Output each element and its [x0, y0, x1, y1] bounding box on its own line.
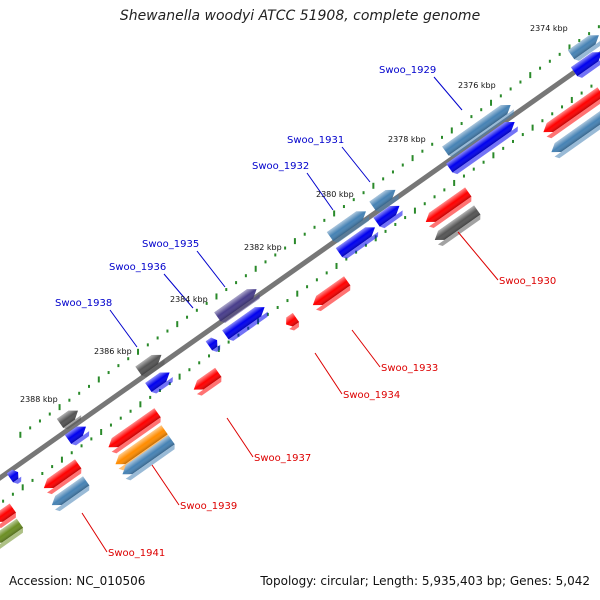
- label-leader-lines: [81, 76, 499, 553]
- gene-swoo-1929-b[interactable]: [570, 48, 600, 80]
- gene-swoo-1942[interactable]: [6, 468, 24, 486]
- gene-swoo-1938[interactable]: [135, 350, 167, 378]
- tick-marks: [2, 25, 600, 503]
- gene-swoo-1932[interactable]: [326, 207, 372, 245]
- gene-label-reverse[interactable]: Swoo_1941: [108, 548, 165, 559]
- gene-swoo-1941[interactable]: [49, 476, 92, 512]
- gene-swoo-1937[interactable]: [105, 408, 163, 455]
- gene-swoo-1939-b[interactable]: [119, 435, 177, 482]
- genome-summary-text: Topology: circular; Length: 5,935,403 bp…: [260, 574, 590, 588]
- leader-line: [81, 512, 108, 553]
- accession-text: Accession: NC_010506: [9, 574, 146, 588]
- leader-line: [433, 76, 463, 111]
- gene-swoo-1934[interactable]: [283, 313, 301, 332]
- gene-features: [0, 31, 600, 551]
- scale-label: 2388 kbp: [20, 395, 58, 404]
- gene-label-reverse[interactable]: Swoo_1937: [254, 453, 311, 464]
- gene-label-reverse[interactable]: Swoo_1939: [180, 501, 237, 512]
- gene-label-forward[interactable]: Swoo_1938: [55, 298, 112, 309]
- scale-label: 2382 kbp: [244, 243, 282, 252]
- gene-swoo-1940[interactable]: [56, 406, 84, 431]
- map-labels: 2374 kbp 2376 kbp 2378 kbp 2380 kbp 2382 kbp…: [20, 24, 568, 559]
- scale-label: 2378 kbp: [388, 135, 426, 144]
- scale-label: 2374 kbp: [530, 24, 568, 33]
- leader-line: [109, 309, 138, 348]
- leader-line: [163, 273, 194, 309]
- leader-line: [226, 417, 254, 458]
- scale-label: 2386 kbp: [94, 347, 132, 356]
- map-title: Shewanella woodyi ATCC 51908, complete g…: [119, 8, 481, 24]
- gene-swoo-1929[interactable]: [442, 100, 516, 158]
- genome-backbone: [0, 51, 600, 481]
- leader-line: [351, 329, 381, 368]
- leader-line: [306, 172, 334, 211]
- leader-line: [457, 231, 499, 281]
- gene-swoo-1935-b[interactable]: [222, 303, 270, 343]
- gene-swoo-1929-fill[interactable]: [446, 117, 520, 175]
- gene-label-forward[interactable]: Swoo_1929: [379, 65, 436, 76]
- gene-swoo-1930[interactable]: [423, 187, 474, 230]
- gene-label-reverse[interactable]: Swoo_1933: [381, 363, 438, 374]
- gene-label-forward[interactable]: Swoo_1931: [287, 135, 344, 146]
- gene-label-reverse[interactable]: Swoo_1930: [499, 276, 556, 287]
- scale-label: 2380 kbp: [316, 190, 354, 199]
- gene-swoo-1933[interactable]: [310, 276, 353, 312]
- gene-label-forward[interactable]: Swoo_1932: [252, 161, 309, 172]
- gene-swoo-1937-a[interactable]: [191, 367, 224, 398]
- gene-swoo-1941-a[interactable]: [41, 459, 84, 495]
- leader-line: [314, 352, 343, 395]
- gene-swoo-1938-b[interactable]: [145, 368, 175, 395]
- gene-swoo-1931[interactable]: [369, 185, 401, 213]
- gene-swoo-1939[interactable]: [112, 425, 170, 472]
- gene-label-forward[interactable]: Swoo_1936: [109, 262, 166, 273]
- gene-swoo-1932-b[interactable]: [335, 223, 381, 261]
- gene-swoo-1943-b[interactable]: [0, 518, 25, 551]
- gene-swoo-1928[interactable]: [567, 31, 600, 63]
- gene-swoo-1930-c[interactable]: [432, 205, 483, 248]
- gene-swoo-1943[interactable]: [0, 503, 18, 530]
- gene-swoo-1940-b[interactable]: [64, 422, 92, 447]
- gene-swoo-1930-b[interactable]: [548, 107, 600, 160]
- gene-swoo-1930-a[interactable]: [540, 87, 600, 140]
- gene-swoo-1935[interactable]: [214, 285, 262, 325]
- scale-label: 2376 kbp: [458, 81, 496, 90]
- gene-label-forward[interactable]: Swoo_1935: [142, 239, 199, 250]
- gene-swoo-1936[interactable]: [205, 336, 223, 354]
- leader-line: [151, 464, 180, 506]
- gene-label-reverse[interactable]: Swoo_1934: [343, 390, 400, 401]
- leader-line: [196, 250, 226, 288]
- gene-swoo-1931-b[interactable]: [373, 201, 405, 229]
- leader-line: [341, 146, 371, 183]
- scale-label: 2384 kbp: [170, 295, 208, 304]
